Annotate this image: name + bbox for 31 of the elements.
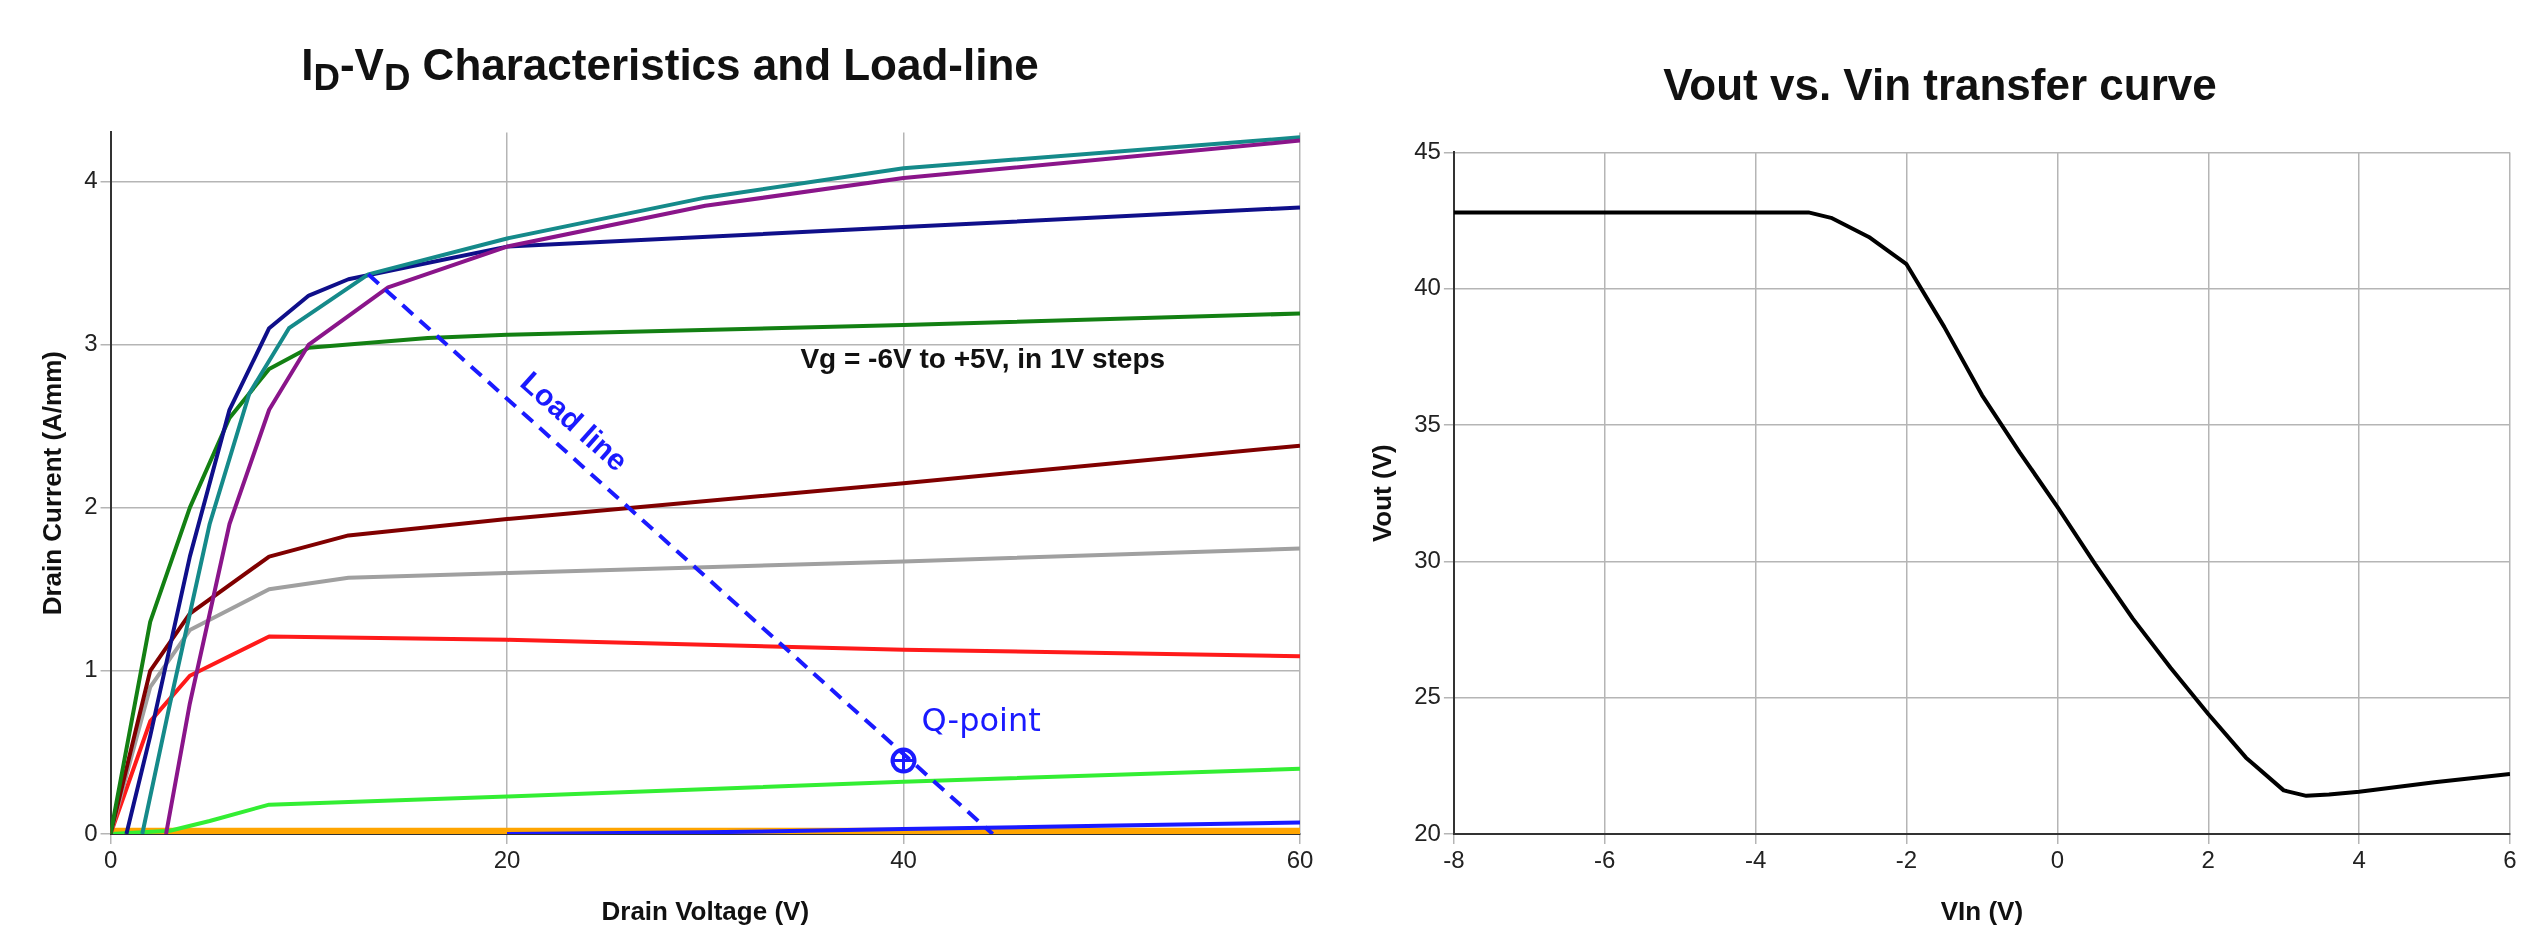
y-tick-label: 30: [1414, 545, 1441, 573]
x-tick-label: 0: [103, 846, 118, 874]
y-tick-label: 45: [1414, 137, 1441, 165]
x-tick-label: 20: [493, 846, 521, 874]
x-tick-label: 40: [890, 846, 917, 874]
y-tick-label: 0: [84, 818, 98, 846]
series-label: Q-point: [921, 700, 1041, 739]
y-tick-label: 3: [84, 329, 98, 357]
y-tick-label: 4: [84, 165, 98, 193]
chart-title: Vout vs. Vin transfer curve: [1662, 59, 2218, 111]
x-tick-label: 2: [2201, 846, 2215, 874]
x-tick-label: -2: [1895, 846, 1918, 874]
y-axis-title: Vout (V): [1366, 444, 1397, 543]
y-tick-label: 40: [1414, 273, 1441, 301]
x-axis-title: Drain Voltage (V): [601, 895, 810, 926]
y-tick-label: 35: [1414, 409, 1441, 437]
x-tick-label: 6: [2503, 846, 2517, 874]
x-axis-title: VIn (V): [1940, 895, 2024, 926]
y-tick-label: 2: [84, 492, 98, 520]
x-tick-label: -4: [1744, 846, 1767, 874]
x-tick-label: 0: [2050, 846, 2065, 874]
annotation: Vg = -6V to +5V, in 1V steps: [800, 343, 1166, 375]
y-tick-label: 20: [1414, 818, 1441, 846]
y-axis-title: Drain Current (A/mm): [36, 351, 67, 616]
y-tick-label: 25: [1414, 682, 1441, 710]
x-tick-label: 4: [2352, 846, 2366, 874]
chart-title: I$_{D}$-V$_{D}$ Characteristics and Load-line: [300, 39, 1040, 100]
x-tick-label: 60: [1286, 846, 1314, 874]
x-tick-label: -6: [1594, 846, 1616, 874]
x-tick-label: -8: [1443, 846, 1465, 874]
y-tick-label: 1: [84, 655, 98, 683]
